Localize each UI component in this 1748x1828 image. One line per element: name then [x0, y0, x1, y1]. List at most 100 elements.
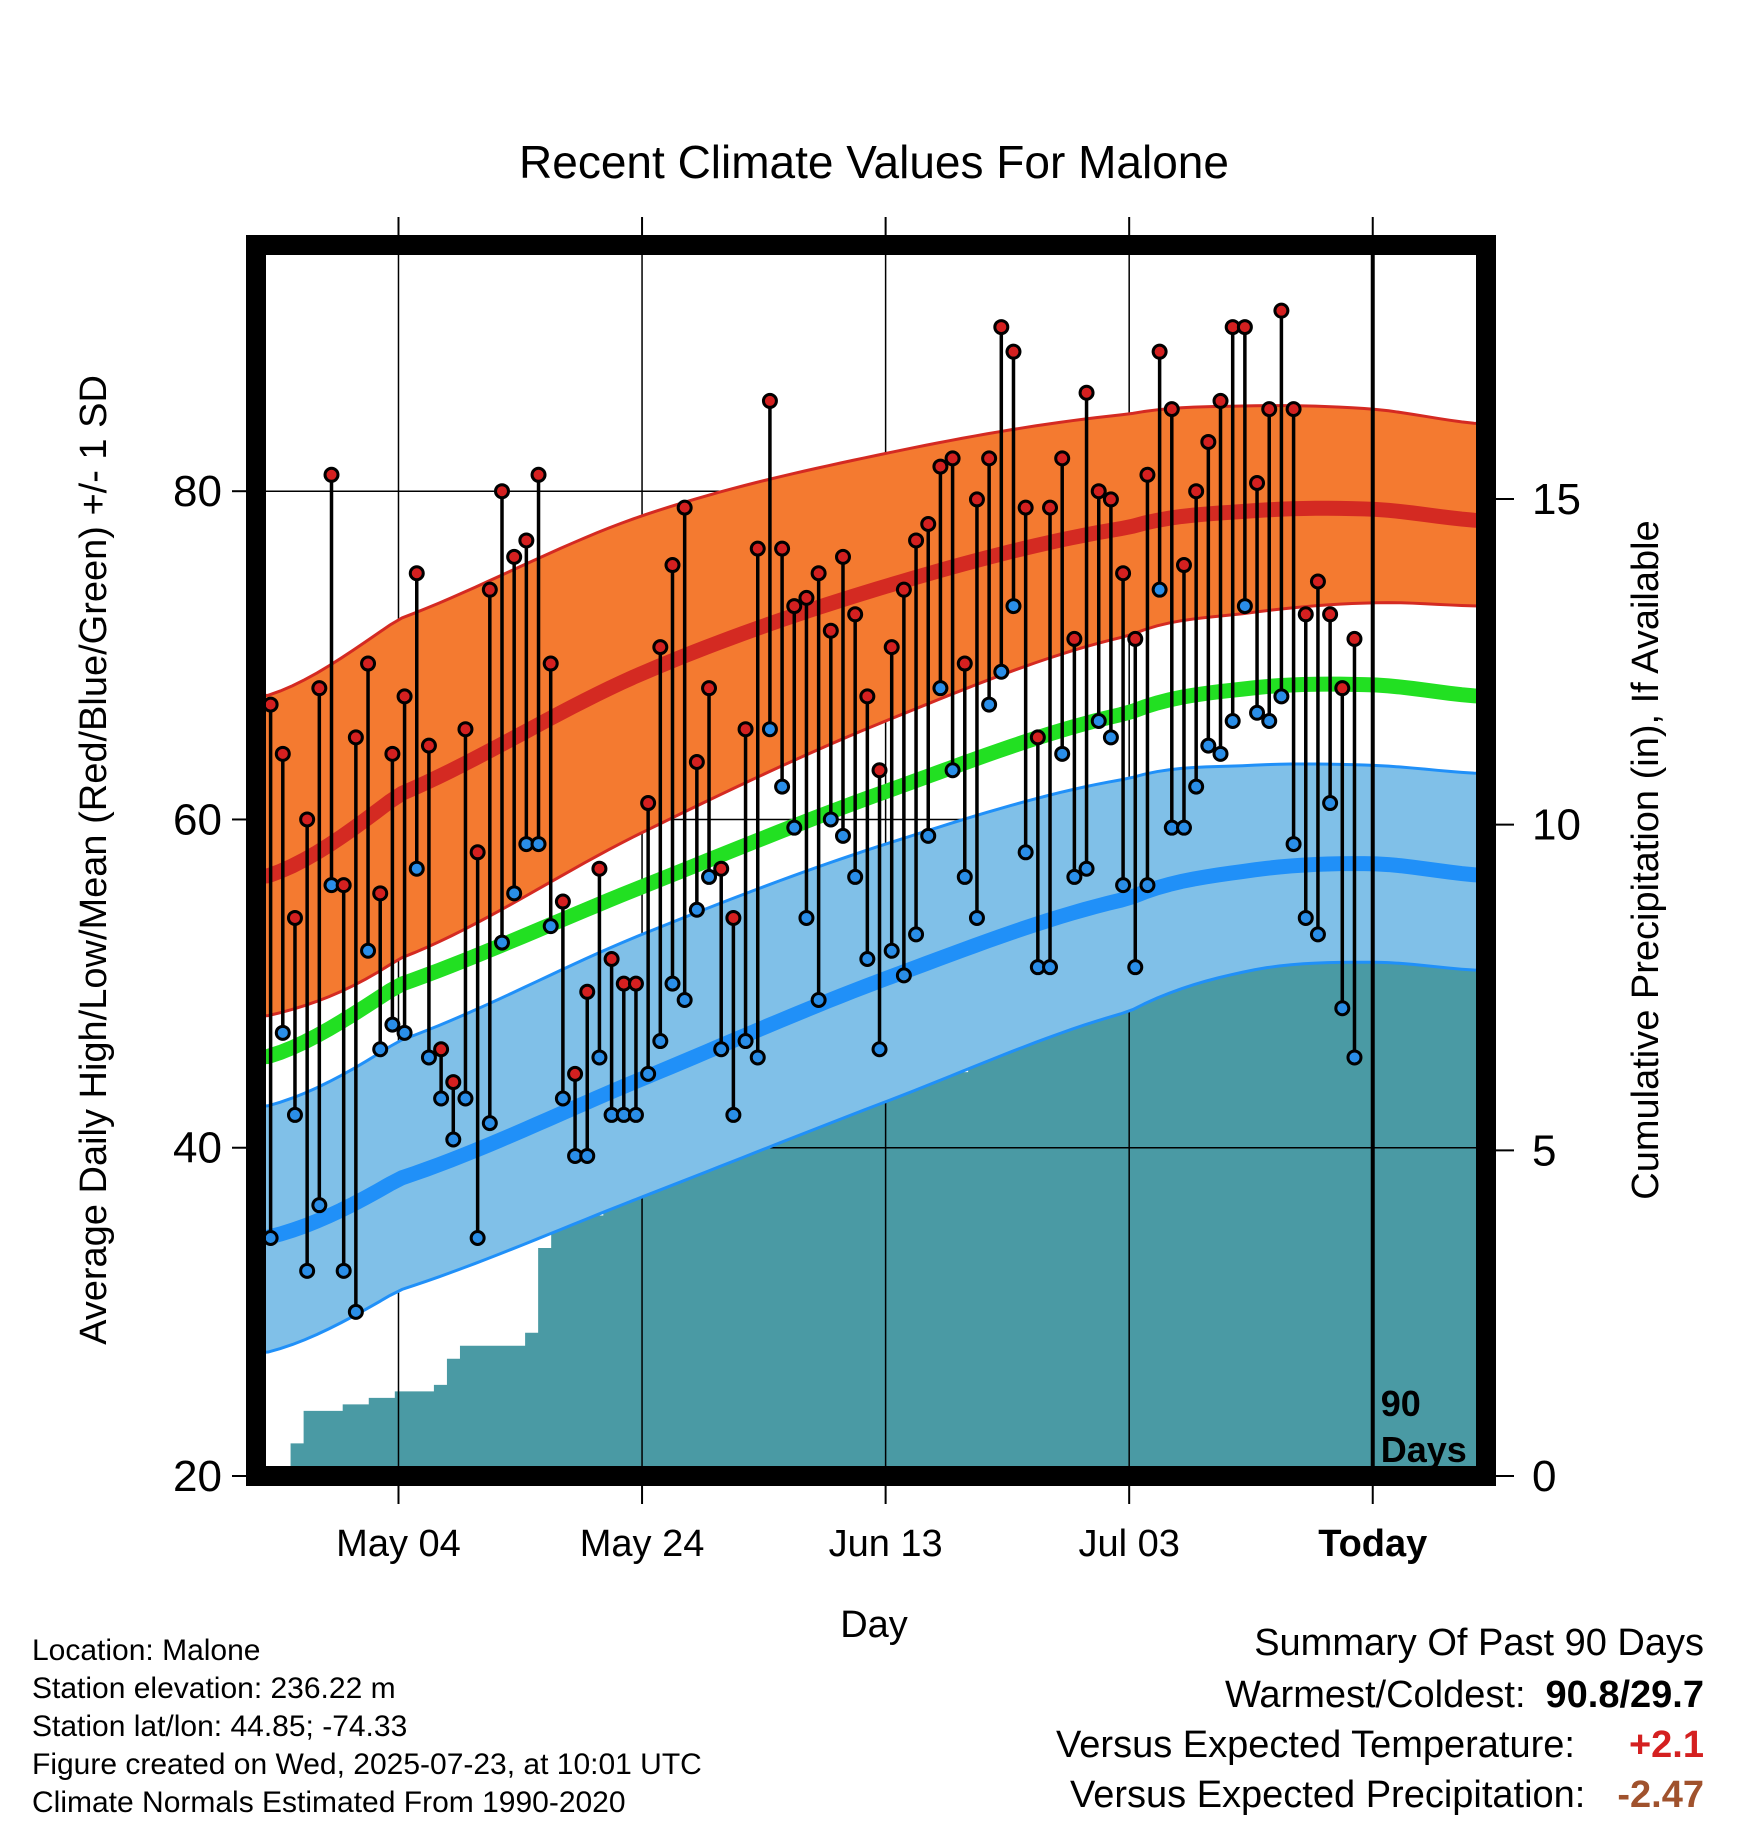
x-axis-label: Day [840, 1604, 908, 1646]
daily-high-point [518, 532, 535, 549]
daily-low-point [749, 1049, 766, 1066]
daily-low-point [932, 680, 949, 697]
daily-low-point [445, 1131, 462, 1148]
daily-low-point [1200, 737, 1217, 754]
y2-tick-label: 15 [1532, 475, 1581, 524]
y-axis-label: Average Daily High/Low/Mean (Red/Blue/Gr… [73, 375, 115, 1345]
daily-high-point [1322, 606, 1339, 623]
y-tick-label: 80 [173, 467, 222, 516]
elevation-line: Station elevation: 236.22 m [32, 1672, 396, 1705]
x-tick-label: May 24 [580, 1523, 705, 1565]
daily-high-point [761, 392, 778, 409]
daily-low-point [420, 1049, 437, 1066]
daily-low-point [1005, 598, 1022, 615]
daily-low-point [1249, 704, 1266, 721]
daily-high-point [1005, 343, 1022, 360]
daily-high-point [554, 893, 571, 910]
daily-high-point [908, 532, 925, 549]
y2-tick-label: 5 [1532, 1126, 1556, 1175]
daily-high-point [323, 466, 340, 483]
daily-low-point [1017, 844, 1034, 861]
daily-high-point [810, 565, 827, 582]
daily-high-point [1261, 401, 1278, 418]
daily-low-point [968, 909, 985, 926]
daily-low-point [774, 778, 791, 795]
daily-low-point [822, 811, 839, 828]
daily-low-point [396, 1024, 413, 1041]
daily-high-point [1066, 630, 1083, 647]
daily-high-point [494, 483, 510, 500]
daily-high-point [335, 877, 352, 894]
daily-high-point [396, 688, 413, 705]
latlon-line: Station lat/lon: 44.85; -74.33 [32, 1710, 408, 1743]
daily-high-point [1042, 499, 1059, 516]
daily-high-point [360, 655, 377, 672]
daily-high-point [1115, 565, 1132, 582]
created-line: Figure created on Wed, 2025-07-23, at 10… [32, 1748, 702, 1781]
daily-low-point [725, 1106, 742, 1123]
daily-high-point [1273, 302, 1290, 319]
high-sd-band [256, 404, 1486, 1018]
x-tick-label: Jun 13 [829, 1523, 943, 1565]
daily-high-point [481, 581, 498, 598]
daily-high-point [603, 950, 620, 967]
daily-high-point [274, 745, 291, 762]
daily-high-point [968, 491, 985, 508]
daily-high-point [457, 721, 474, 738]
chart-title: Recent Climate Values For Malone [519, 136, 1229, 188]
daily-high-point [1200, 433, 1217, 450]
daily-high-point [1334, 680, 1351, 697]
daily-high-point [786, 598, 803, 615]
y-tick-label: 40 [173, 1124, 222, 1173]
daily-high-point [944, 450, 961, 467]
daily-low-point [1309, 926, 1326, 943]
daily-high-point [1285, 401, 1302, 418]
station-info: Location: Malone Station elevation: 236.… [32, 1632, 702, 1822]
daily-high-point [1188, 483, 1205, 500]
daily-low-point [627, 1106, 644, 1123]
daily-high-point [311, 680, 328, 697]
daily-high-point [871, 762, 888, 779]
daily-high-point [408, 565, 425, 582]
daily-low-point [761, 721, 778, 738]
daily-high-point [847, 606, 864, 623]
daily-high-point [433, 1041, 450, 1058]
daily-high-point [749, 540, 766, 557]
daily-low-point [1322, 795, 1339, 812]
daily-high-point [774, 540, 791, 557]
daily-high-point [627, 975, 644, 992]
daily-high-point [1236, 319, 1253, 336]
daily-low-point [847, 868, 864, 885]
daily-high-point [286, 909, 303, 926]
daily-high-point [895, 581, 912, 598]
daily-low-point [883, 942, 900, 959]
daily-high-point [822, 622, 839, 639]
period-label-number: 90 [1381, 1383, 1421, 1424]
daily-low-point [1102, 729, 1119, 746]
daily-low-point [920, 827, 937, 844]
daily-low-point [262, 1230, 279, 1247]
daily-low-point [956, 868, 973, 885]
plot-content [256, 0, 1486, 1476]
x-tick-label: Today [1318, 1523, 1427, 1565]
daily-low-point [481, 1115, 498, 1132]
daily-high-point [1346, 630, 1363, 647]
daily-high-point [591, 860, 608, 877]
daily-high-point [1360, 0, 1373, 7]
daily-low-point [542, 918, 559, 935]
daily-high-point [652, 639, 669, 656]
daily-low-point [1078, 860, 1095, 877]
daily-high-point [932, 458, 949, 475]
daily-high-point [542, 655, 559, 672]
y2-tick-label: 10 [1532, 801, 1581, 850]
daily-low-point [1188, 778, 1205, 795]
daily-low-point [335, 1262, 352, 1279]
daily-low-point [713, 1041, 730, 1058]
daily-low-point [579, 1147, 596, 1164]
daily-low-point [1054, 745, 1071, 762]
daily-high-point [883, 639, 900, 656]
daily-low-point [1273, 688, 1290, 705]
x-tick-label: Jul 03 [1078, 1523, 1179, 1565]
daily-low-point [1175, 819, 1192, 836]
